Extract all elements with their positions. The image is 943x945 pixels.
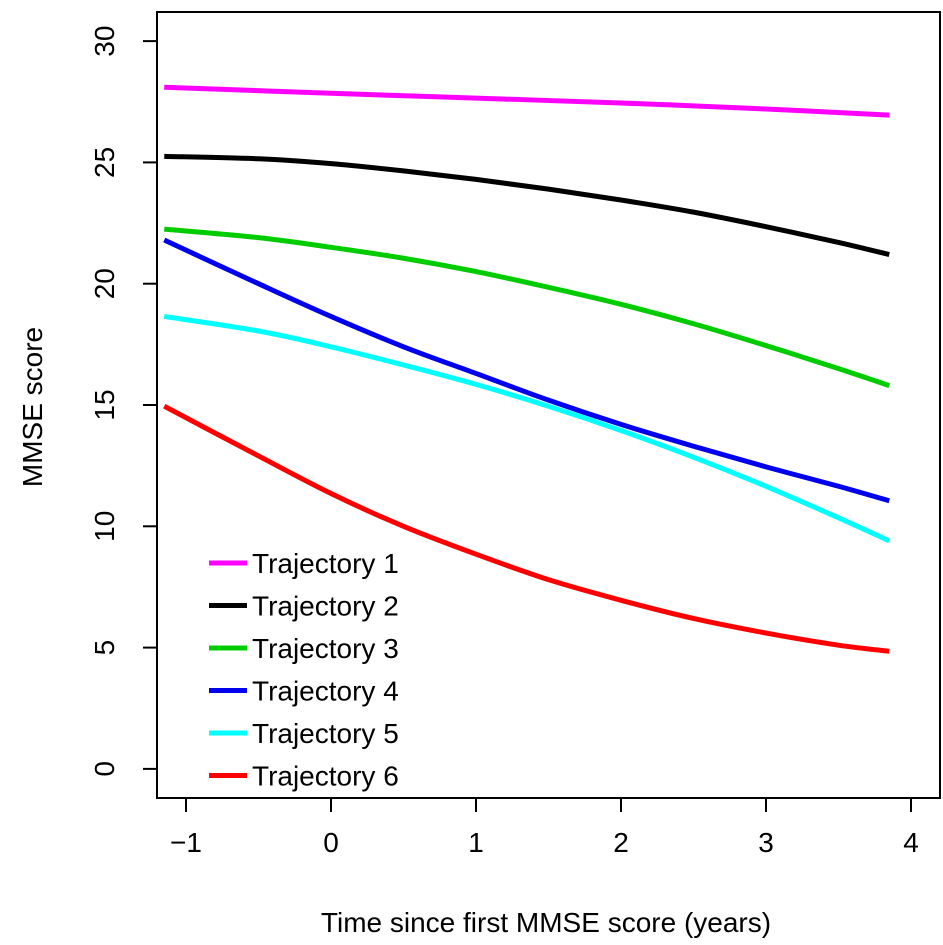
x-tick-label: 4 [903,827,919,858]
series-line-trajectory-4 [163,237,890,504]
x-tick-label: −1 [170,827,202,858]
y-axis-title: MMSE score [17,327,48,487]
series-line-trajectory-1 [164,84,890,118]
legend-label-trajectory-3: Trajectory 3 [252,633,399,664]
x-tick-label: 1 [468,827,484,858]
x-tick-label: 0 [323,827,339,858]
series-line-trajectory-5 [163,313,891,544]
y-tick-label: 30 [89,26,120,57]
legend-label-trajectory-5: Trajectory 5 [252,718,399,749]
legend-label-trajectory-6: Trajectory 6 [252,761,399,792]
y-tick-label: 0 [89,761,120,777]
y-tick-label: 15 [89,389,120,420]
legend-label-trajectory-2: Trajectory 2 [252,591,399,622]
x-tick-label: 2 [613,827,629,858]
y-tick-label: 25 [89,147,120,178]
y-tick-label: 10 [89,511,120,542]
series-line-trajectory-2 [164,153,890,258]
y-tick-label: 20 [89,268,120,299]
legend-label-trajectory-1: Trajectory 1 [252,548,399,579]
series-line-trajectory-6 [163,404,890,654]
legend-label-trajectory-4: Trajectory 4 [252,676,399,707]
x-axis-title: Time since first MMSE score (years) [321,907,771,938]
x-tick-label: 3 [758,827,774,858]
series-line-trajectory-3 [164,226,891,388]
y-tick-label: 5 [89,640,120,656]
